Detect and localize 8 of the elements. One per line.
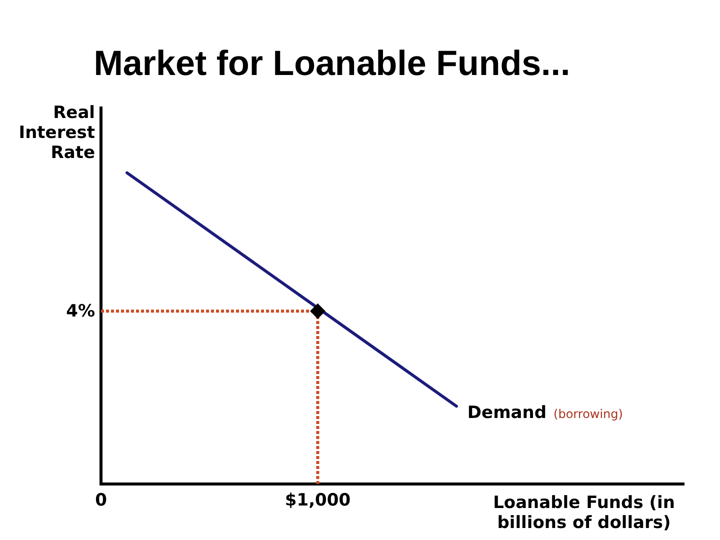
x-tick-label: $1,000: [284, 490, 351, 511]
y-axis-title: Real Interest Rate: [18, 103, 95, 163]
chart-title: Market for Loanable Funds...: [94, 44, 570, 83]
data-label: 4%: [66, 302, 95, 322]
x-tick-label: 0: [95, 490, 108, 511]
annotation: (borrowing): [554, 407, 623, 422]
series-label: Demand: [467, 403, 547, 424]
x-axis-title: Loanable Funds (in billions of dollars): [493, 493, 675, 533]
